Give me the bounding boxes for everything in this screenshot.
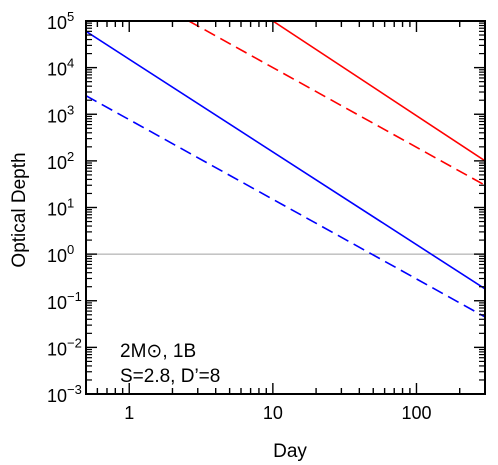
x-tick-label: 100 xyxy=(401,403,431,423)
y-tick-label: 105 xyxy=(47,9,74,33)
x-tick-label: 10 xyxy=(263,403,283,423)
series-layer xyxy=(86,21,485,318)
series-line-1 xyxy=(272,21,485,162)
x-tick-label: 1 xyxy=(124,403,134,423)
annotation-line-1: 2M⊙, 1B xyxy=(120,341,196,362)
y-tick-label: 100 xyxy=(47,242,74,266)
y-tick-label: 10−2 xyxy=(47,335,82,359)
y-tick-label: 10−1 xyxy=(47,289,82,313)
tick-layer xyxy=(86,20,486,395)
series-line-3 xyxy=(86,30,485,290)
annotation-line-2: S=2.8, D’=8 xyxy=(120,366,220,387)
y-tick-label: 102 xyxy=(47,149,74,173)
y-tick-label: 10−3 xyxy=(47,382,82,406)
plot-background xyxy=(86,21,485,394)
tick-label-layer: 1 10 100 10−3 10−2 10−1 100 101 102 103 104 105 xyxy=(47,9,431,423)
x-axis-title: Day xyxy=(273,441,307,462)
y-tick-label: 103 xyxy=(47,102,74,126)
y-tick-label: 104 xyxy=(47,56,74,80)
y-tick-label: 101 xyxy=(47,196,74,220)
y-axis-title: Optical Depth xyxy=(9,152,30,267)
series-line-4 xyxy=(86,95,485,318)
series-line-2 xyxy=(188,21,485,186)
